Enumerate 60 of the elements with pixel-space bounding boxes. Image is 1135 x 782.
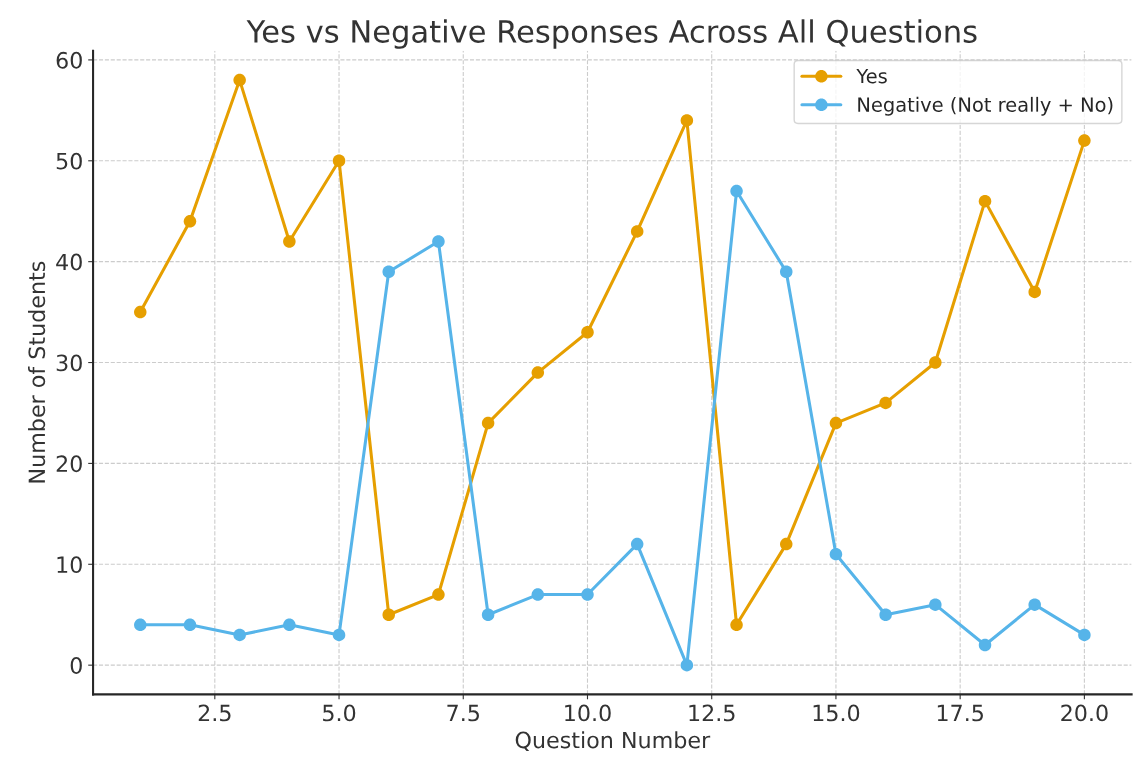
point — [432, 588, 445, 601]
y-tick-label: 60 — [56, 51, 82, 69]
point — [730, 184, 743, 198]
point — [283, 235, 296, 248]
point — [481, 416, 495, 430]
point — [780, 537, 793, 551]
point — [1078, 628, 1091, 642]
point — [531, 588, 545, 601]
point — [1028, 285, 1041, 299]
point — [382, 608, 395, 621]
point — [332, 154, 346, 168]
point — [134, 305, 147, 319]
point — [879, 608, 892, 621]
point — [630, 225, 644, 238]
point — [332, 628, 346, 642]
point — [680, 658, 694, 672]
x-tick-label: 5.0 — [323, 704, 356, 722]
chart-title: Yes vs Negative Responses Across All Questions — [246, 19, 977, 49]
x-tick-label: 15.0 — [813, 704, 860, 722]
y-tick-label: 40 — [56, 253, 82, 271]
point — [829, 416, 843, 430]
point — [481, 608, 495, 621]
legend-label: Negative (Not really + No) — [858, 96, 1113, 116]
point — [382, 265, 395, 278]
y-tick-label: 10 — [57, 556, 82, 574]
point — [581, 588, 594, 601]
point — [978, 638, 992, 652]
point — [630, 537, 644, 551]
y-tick-label: 0 — [70, 657, 82, 674]
x-tick-label: 2.5 — [198, 704, 231, 722]
y-tick-label: 20 — [56, 455, 82, 473]
point — [730, 618, 743, 632]
point — [531, 366, 545, 379]
point — [829, 547, 843, 561]
point — [183, 215, 197, 228]
point — [183, 618, 197, 632]
point — [581, 326, 594, 339]
point — [432, 235, 445, 248]
y-tick-label: 50 — [56, 152, 82, 170]
point — [978, 194, 992, 208]
point — [929, 356, 942, 369]
point — [283, 618, 296, 632]
point — [680, 114, 694, 127]
point — [1028, 598, 1041, 611]
x-tick-label: 20.0 — [1061, 704, 1108, 722]
legend-label: Yes — [856, 68, 887, 84]
x-tick-label: 10.0 — [565, 704, 611, 722]
point — [233, 628, 246, 642]
x-tick-label: 17.5 — [937, 704, 983, 722]
point — [929, 598, 942, 611]
x-tick-label: 12.5 — [689, 704, 735, 722]
point — [780, 265, 793, 278]
y-tick-label: 30 — [56, 354, 82, 372]
point — [879, 396, 892, 410]
y-axis-title: Number of Students — [28, 261, 46, 483]
point — [233, 73, 246, 87]
point — [1078, 134, 1091, 147]
point — [134, 618, 147, 632]
x-axis-title: Question Number — [515, 731, 711, 751]
x-tick-label: 7.5 — [447, 704, 479, 722]
